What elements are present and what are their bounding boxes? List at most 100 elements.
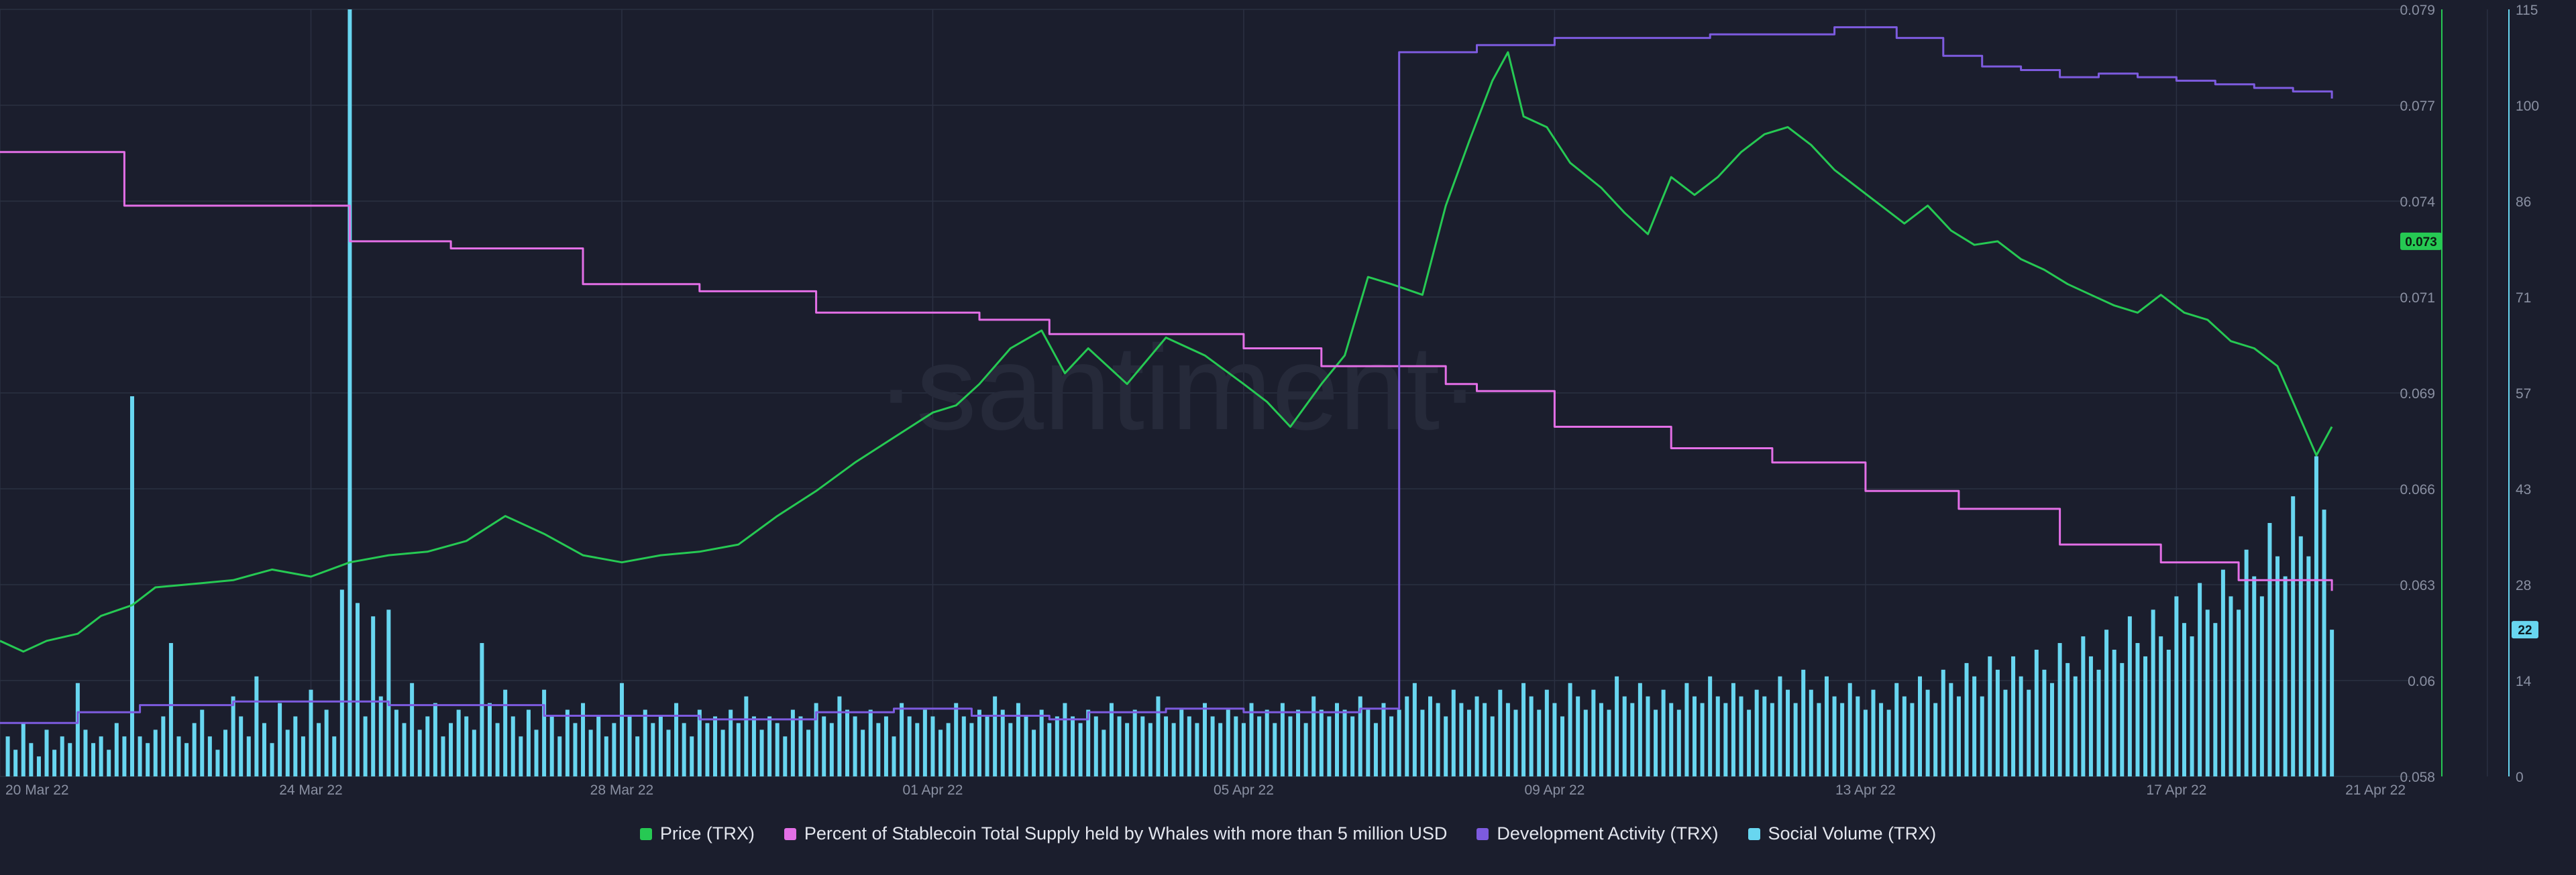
social-volume-bar — [736, 723, 741, 776]
social-volume-bar — [1156, 696, 1161, 776]
social-volume-bar — [2096, 669, 2101, 776]
social-volume-bar — [2291, 496, 2296, 776]
social-volume-bar — [1708, 676, 1713, 776]
social-volume-bar — [285, 730, 290, 776]
social-volume-bar — [2003, 689, 2008, 776]
legend-swatch-social — [1748, 827, 1760, 840]
social-volume-bar — [2182, 623, 2186, 776]
social-volume-bar — [682, 723, 686, 776]
x-axis-tick-label: 20 Mar 22 — [5, 782, 69, 798]
social-volume-bar — [666, 730, 671, 776]
social-volume-bar — [1148, 723, 1152, 776]
social-volume-bar — [1179, 709, 1184, 776]
legend-item-price[interactable]: Price (TRX) — [639, 823, 755, 844]
x-axis-tick-label: 05 Apr 22 — [1214, 782, 1274, 798]
social-volume-bar — [1350, 716, 1355, 776]
social-volume-bar — [1770, 703, 1774, 776]
social-volume-bar — [1762, 696, 1767, 776]
social-volume-bar — [1622, 696, 1627, 776]
social-volume-bar — [1537, 709, 1542, 776]
legend-item-dev[interactable]: Development Activity (TRX) — [1477, 823, 1719, 844]
social-volume-bar — [2205, 609, 2210, 776]
social-volume-bar — [519, 736, 523, 776]
social-volume-bar — [114, 723, 119, 776]
social-volume-bar — [278, 703, 282, 776]
social-volume-bar — [1342, 709, 1347, 776]
social-volume-bar — [356, 603, 360, 776]
legend-item-whales[interactable]: Percent of Stablecoin Total Supply held … — [784, 823, 1447, 844]
social-volume-bar — [1195, 723, 1199, 776]
social-volume-bar — [472, 730, 476, 776]
social-volume-bar — [1754, 689, 1759, 776]
watermark: ·santiment· — [876, 320, 1480, 455]
social-axis-tick-label: 28 — [2516, 578, 2531, 593]
social-volume-bar — [2120, 662, 2125, 776]
social-volume-bar — [36, 756, 41, 776]
social-volume-bar — [596, 716, 601, 776]
social-volume-bar — [1638, 683, 1642, 776]
social-volume-bar — [417, 730, 422, 776]
social-volume-bar — [1676, 709, 1681, 776]
social-volume-bar — [1910, 703, 1915, 776]
social-volume-bar — [635, 736, 640, 776]
social-volume-bar — [270, 743, 274, 776]
social-volume-bar — [1078, 723, 1083, 776]
social-volume-bar — [91, 743, 96, 776]
legend-item-social[interactable]: Social Volume (TRX) — [1748, 823, 1936, 844]
social-volume-bar — [1459, 703, 1464, 776]
social-volume-bar — [1980, 696, 1984, 776]
social-volume-bar — [52, 750, 57, 776]
social-volume-bar — [1793, 703, 1798, 776]
social-volume-bar — [1008, 723, 1013, 776]
social-volume-bar — [806, 730, 811, 776]
social-volume-bar — [2244, 549, 2249, 776]
social-volume-bar — [1024, 716, 1028, 776]
social-volume-bar — [1856, 696, 1860, 776]
social-volume-bar — [938, 730, 943, 776]
social-volume-bar — [231, 696, 235, 776]
social-volume-bar — [1016, 703, 1020, 776]
social-axis-tick-label: 86 — [2516, 194, 2531, 210]
social-volume-bar — [1832, 696, 1837, 776]
social-badge — [2512, 621, 2538, 639]
social-volume-bar — [153, 730, 158, 776]
social-volume-bar — [557, 736, 562, 776]
social-volume-bar — [2011, 656, 2016, 776]
price-axis-tick-label: 0.079 — [2400, 3, 2435, 18]
social-volume-bar — [713, 716, 718, 776]
price-line — [0, 51, 2333, 653]
social-volume-bar — [1327, 716, 1332, 776]
social-axis-tick-label: 43 — [2516, 482, 2531, 498]
social-volume-bar — [2314, 456, 2318, 776]
social-volume-bar — [1132, 709, 1137, 776]
social-volume-bar — [1420, 709, 1425, 776]
social-volume-bar — [1552, 703, 1557, 776]
social-volume-bar — [1389, 716, 1394, 776]
social-volume-bar — [1303, 723, 1308, 776]
social-volume-bar — [200, 709, 205, 776]
social-volume-bar — [907, 716, 912, 776]
social-volume-bar — [751, 716, 756, 776]
social-volume-bar — [1210, 716, 1215, 776]
social-volume-bar — [798, 716, 803, 776]
social-volume-bar — [1187, 716, 1191, 776]
social-volume-bar — [1560, 716, 1565, 776]
social-volume-bar — [1412, 683, 1417, 776]
social-volume-bar — [1956, 696, 1961, 776]
social-volume-bar — [1607, 709, 1611, 776]
social-volume-bar — [526, 709, 531, 776]
social-volume-bar — [969, 723, 974, 776]
legend-swatch-price — [639, 827, 652, 840]
social-volume-bar — [1871, 689, 1876, 776]
social-volume-bar — [456, 709, 461, 776]
social-volume-bar — [783, 736, 788, 776]
social-volume-bar — [2081, 636, 2086, 776]
social-volume-bar — [1032, 730, 1036, 776]
social-volume-bar — [1505, 703, 1510, 776]
legend-label-dev: Development Activity (TRX) — [1497, 823, 1719, 843]
social-volume-bar — [892, 736, 896, 776]
social-volume-bar — [2057, 643, 2062, 776]
social-volume-bar — [744, 696, 749, 776]
social-volume-bar — [2252, 576, 2257, 776]
social-volume-bar — [262, 723, 266, 776]
